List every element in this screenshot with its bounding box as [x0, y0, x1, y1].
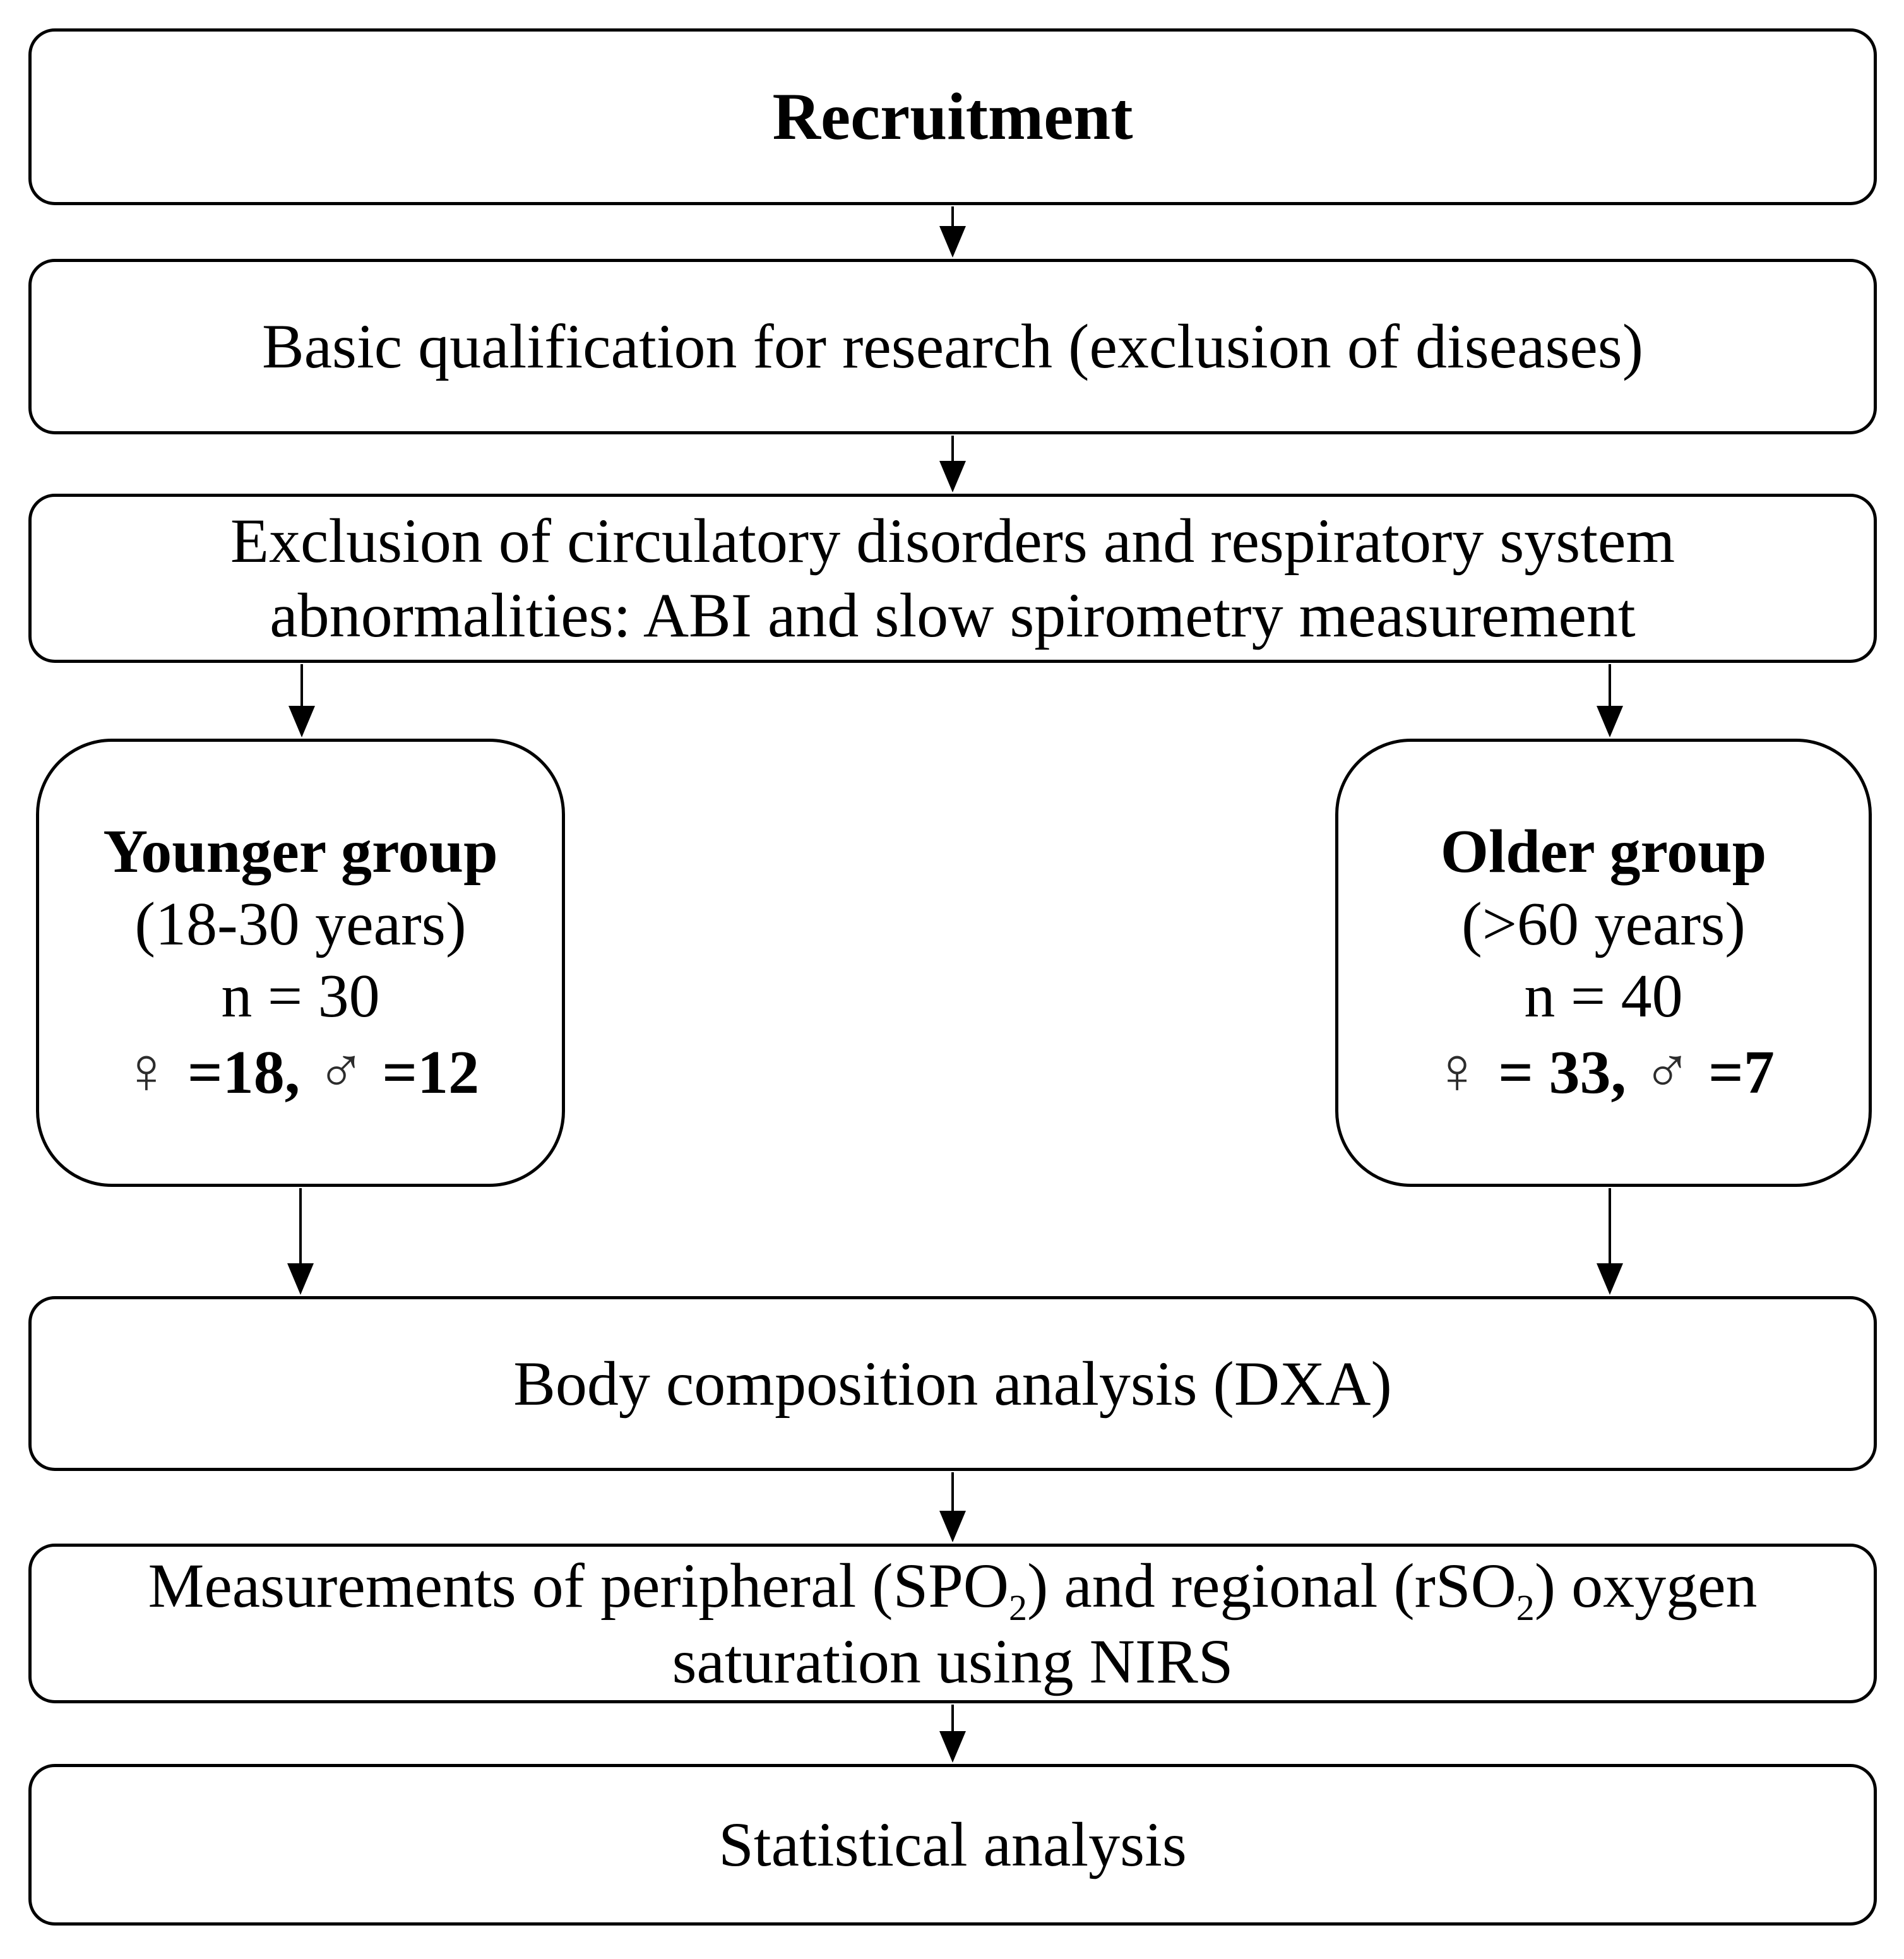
- younger-group-sample-size: n = 30: [221, 962, 380, 1031]
- recruitment-label: Recruitment: [772, 80, 1133, 154]
- older-group-gender-breakdown: ♀ = 33, ♂ =7: [1432, 1033, 1775, 1110]
- rso2-subscript: 2: [1516, 1587, 1535, 1628]
- female-icon: ♀: [121, 1035, 171, 1108]
- measurements-text-post: ) oxygen: [1534, 1550, 1758, 1621]
- younger-group-gender-breakdown: ♀ =18, ♂ =12: [122, 1033, 479, 1110]
- measurements-text-pre: Measurements of peripheral (SPO: [148, 1550, 1009, 1621]
- older-female-count: = 33,: [1498, 1039, 1626, 1107]
- recruitment-box: Recruitment: [28, 28, 1877, 205]
- body-composition-label: Body composition analysis (DXA): [513, 1348, 1392, 1419]
- male-icon: ♂: [316, 1035, 366, 1108]
- arrow-younger-to-dxa: [286, 1188, 315, 1295]
- older-male-count: =7: [1708, 1039, 1775, 1107]
- basic-qualification-label: Basic qualification for research (exclus…: [261, 311, 1644, 381]
- older-group-sample-size: n = 40: [1524, 962, 1683, 1031]
- statistical-analysis-box: Statistical analysis: [28, 1764, 1877, 1926]
- younger-female-count: =18,: [187, 1039, 300, 1107]
- oxygen-measurements-line-1: Measurements of peripheral (SPO2) and re…: [148, 1548, 1758, 1626]
- male-icon: ♂: [1643, 1035, 1692, 1108]
- arrow-recruitment-to-qualification: [938, 206, 967, 258]
- arrow-exclusion-to-older: [1595, 664, 1624, 737]
- spo2-subscript: 2: [1009, 1587, 1028, 1628]
- younger-group-box: Younger group (18-30 years) n = 30 ♀ =18…: [36, 739, 565, 1187]
- younger-male-count: =12: [382, 1039, 480, 1107]
- statistical-analysis-label: Statistical analysis: [718, 1809, 1187, 1879]
- arrow-exclusion-to-younger: [287, 664, 316, 737]
- oxygen-measurements-box: Measurements of peripheral (SPO2) and re…: [28, 1544, 1877, 1703]
- younger-group-title: Younger group: [103, 818, 498, 886]
- exclusion-line-1: Exclusion of circulatory disorders and r…: [230, 506, 1675, 576]
- arrow-older-to-dxa: [1595, 1188, 1624, 1295]
- exclusion-line-2: abnormalities: ABI and slow spirometry m…: [270, 580, 1636, 650]
- measurements-text-mid: ) and regional (rSO: [1027, 1550, 1516, 1621]
- body-composition-box: Body composition analysis (DXA): [28, 1296, 1877, 1471]
- oxygen-measurements-line-2: saturation using NIRS: [672, 1626, 1234, 1696]
- older-group-age-range: (>60 years): [1461, 890, 1746, 958]
- female-icon: ♀: [1432, 1035, 1482, 1108]
- older-group-title: Older group: [1440, 818, 1767, 886]
- older-group-box: Older group (>60 years) n = 40 ♀ = 33, ♂…: [1335, 739, 1872, 1187]
- arrow-nirs-to-statistics: [938, 1705, 967, 1763]
- arrow-qualification-to-exclusion: [938, 436, 967, 492]
- exclusion-box: Exclusion of circulatory disorders and r…: [28, 494, 1877, 663]
- basic-qualification-box: Basic qualification for research (exclus…: [28, 259, 1877, 434]
- arrow-dxa-to-nirs: [938, 1472, 967, 1542]
- younger-group-age-range: (18-30 years): [134, 890, 467, 958]
